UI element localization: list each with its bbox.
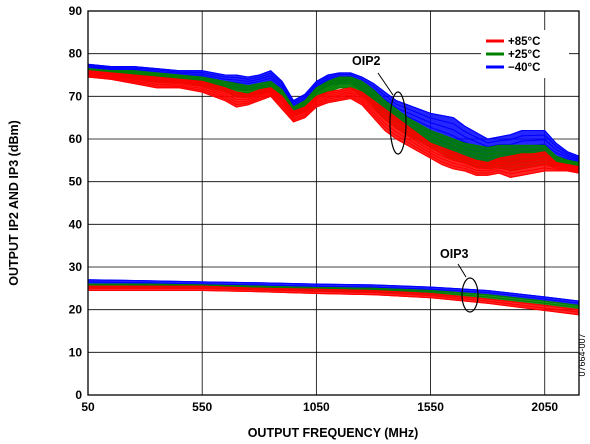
series-trace bbox=[87, 76, 580, 178]
series-trace bbox=[87, 75, 580, 175]
y-tick-label: 40 bbox=[69, 217, 83, 231]
series-trace bbox=[88, 287, 580, 313]
series-trace bbox=[87, 71, 580, 169]
oip2-leader bbox=[377, 72, 394, 96]
series-trace bbox=[87, 74, 580, 172]
x-tick-labels: 50 550 1050 1550 2050 bbox=[81, 400, 558, 414]
series-trace bbox=[87, 68, 580, 165]
oip3-ellipse bbox=[461, 277, 479, 313]
y-tick-label: 30 bbox=[69, 260, 83, 274]
series-trace bbox=[87, 72, 580, 170]
series-trace bbox=[87, 69, 580, 166]
series-trace bbox=[87, 64, 580, 159]
series-oip3-3 bbox=[87, 285, 580, 316]
y-tick-label: 0 bbox=[75, 388, 82, 402]
oip2-label: OIP2 bbox=[352, 54, 381, 68]
series-layer bbox=[87, 63, 580, 316]
y-tick-label: 10 bbox=[69, 345, 83, 359]
series-trace bbox=[88, 285, 580, 311]
series-trace bbox=[87, 63, 580, 157]
series-trace bbox=[87, 279, 580, 302]
series-oip2-0 bbox=[87, 70, 580, 178]
legend-label: +85°C bbox=[508, 36, 540, 48]
figure-id: 07664-007 bbox=[577, 333, 587, 376]
y-axis-title: OUTPUT IP2 AND IP3 (dBm) bbox=[7, 120, 21, 286]
x-tick-label: 1550 bbox=[417, 400, 444, 414]
plot-frame bbox=[87, 10, 580, 396]
x-tick-label: 50 bbox=[81, 400, 95, 414]
series-trace bbox=[87, 70, 580, 168]
series-trace bbox=[88, 289, 580, 316]
x-tick-label: 550 bbox=[192, 400, 212, 414]
series-trace bbox=[88, 283, 580, 306]
legend-label: +25°C bbox=[508, 49, 540, 61]
x-axis-title: OUTPUT FREQUENCY (MHz) bbox=[248, 426, 419, 440]
x-tick-label: 1050 bbox=[303, 400, 330, 414]
oip3-label: OIP3 bbox=[440, 247, 469, 261]
legend-label: −40°C bbox=[508, 62, 540, 74]
y-tick-label: 50 bbox=[69, 175, 83, 189]
y-tick-label: 70 bbox=[69, 89, 83, 103]
y-tick-label: 60 bbox=[69, 132, 83, 146]
legend: +85°C+25°C−40°C bbox=[481, 30, 569, 78]
series-trace bbox=[87, 73, 580, 171]
y-tick-label: 90 bbox=[69, 4, 83, 18]
series-trace bbox=[87, 281, 580, 304]
y-tick-label: 80 bbox=[69, 47, 83, 61]
y-tick-label: 20 bbox=[69, 303, 83, 317]
x-tick-label: 2050 bbox=[531, 400, 558, 414]
oip3-leader bbox=[457, 263, 467, 278]
series-trace bbox=[87, 68, 580, 164]
y-tick-labels: 0 10 20 30 40 50 60 70 80 90 bbox=[69, 4, 83, 402]
oip2-ellipse bbox=[389, 91, 407, 155]
